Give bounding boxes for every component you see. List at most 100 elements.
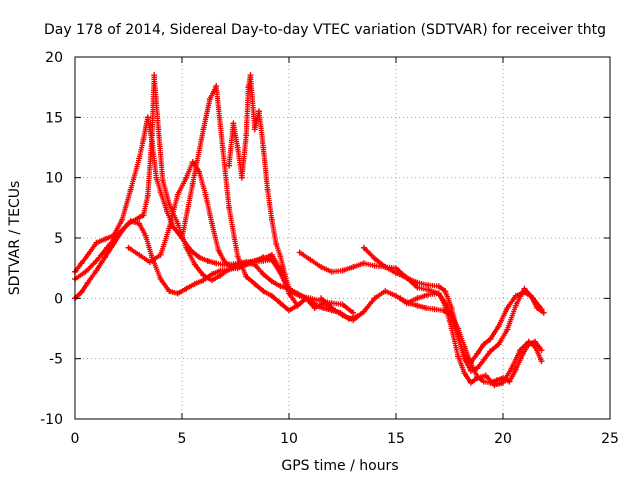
data-point [209, 220, 215, 227]
data-point [474, 365, 481, 372]
data-point [157, 251, 164, 258]
data-point [493, 377, 500, 384]
data-point [425, 291, 432, 298]
data-point [234, 144, 241, 151]
data-point [480, 378, 487, 385]
data-point [144, 192, 151, 199]
data-point [183, 285, 190, 292]
data-point [166, 225, 173, 232]
data-point [93, 239, 100, 246]
data-point [191, 280, 198, 287]
series-markers [125, 159, 361, 322]
data-point [226, 162, 233, 169]
data-point [84, 279, 91, 286]
data-point [506, 378, 513, 385]
data-point [166, 288, 173, 295]
data-point [517, 347, 524, 354]
data-point [500, 375, 506, 381]
data-point [230, 120, 237, 127]
data-point [461, 343, 468, 350]
data-point [277, 270, 284, 276]
data-point [82, 268, 89, 275]
data-point [157, 276, 164, 282]
data-point [435, 283, 442, 290]
data-point [268, 216, 275, 223]
axis-ticks: 0 5 10 15 20 25 -10 -5 0 5 10 15 20 [40, 50, 619, 447]
data-point [350, 317, 357, 324]
data-point [183, 174, 190, 181]
x-tick-label: 10 [280, 431, 298, 447]
data-point [307, 256, 314, 263]
data-point [219, 144, 226, 151]
data-point [140, 212, 147, 219]
data-point [455, 325, 462, 332]
data-point [268, 278, 275, 285]
data-point [318, 264, 325, 270]
x-tick-label: 20 [494, 431, 512, 447]
data-point [414, 302, 421, 309]
data-point [183, 244, 190, 251]
data-point [508, 365, 515, 372]
data-point [382, 264, 389, 270]
data-point [504, 305, 511, 311]
data-point [350, 264, 357, 270]
data-point [487, 348, 494, 355]
data-point [442, 288, 449, 295]
data-point [196, 254, 203, 261]
y-tick-label: 5 [54, 231, 63, 247]
data-point [538, 347, 545, 354]
data-point [213, 260, 220, 267]
data-point [360, 308, 367, 315]
data-point [136, 251, 143, 258]
data-point [512, 302, 519, 309]
data-point [519, 352, 526, 358]
data-point [405, 300, 412, 307]
data-point [202, 191, 209, 198]
data-point [339, 267, 346, 274]
data-point [226, 204, 233, 211]
data-point [467, 379, 474, 386]
x-axis-label: GPS time / hours [281, 458, 398, 474]
data-point [423, 305, 429, 311]
data-point [78, 289, 85, 296]
data-point [136, 214, 143, 221]
data-point [256, 108, 262, 115]
data-point [339, 301, 346, 308]
data-point [525, 341, 532, 348]
plot-area [72, 72, 547, 389]
series-track-6 [226, 72, 292, 292]
data-point [144, 114, 151, 121]
series-track-3 [72, 72, 357, 316]
data-point [303, 295, 310, 302]
y-tick-label: -5 [49, 352, 63, 368]
y-tick-label: -10 [40, 412, 63, 428]
data-point [209, 271, 215, 278]
data-point [234, 253, 241, 260]
data-point [538, 358, 545, 365]
data-point [512, 292, 519, 299]
data-point [273, 241, 280, 247]
data-point [482, 372, 489, 379]
data-point [467, 360, 474, 367]
data-point [136, 155, 143, 162]
data-point [153, 174, 160, 181]
data-point [474, 373, 481, 380]
data-point [228, 264, 235, 270]
data-point [189, 159, 196, 165]
data-point [414, 279, 421, 286]
data-point [461, 355, 468, 362]
data-point [114, 231, 121, 238]
y-axis-label: SDTVAR / TECUs [7, 181, 23, 296]
data-point [461, 370, 468, 377]
data-point [382, 288, 389, 295]
data-point [480, 341, 487, 348]
data-point [119, 216, 126, 223]
y-tick-label: 15 [45, 110, 63, 126]
data-point [294, 302, 301, 309]
data-point [431, 306, 438, 313]
data-point [296, 249, 303, 256]
data-point [260, 271, 267, 278]
data-point [127, 186, 134, 193]
data-point [142, 232, 149, 239]
